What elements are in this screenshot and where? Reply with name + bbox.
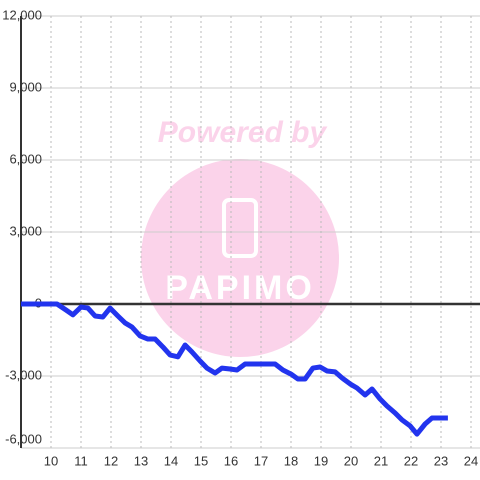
watermark-logo: PAPIMO	[165, 269, 315, 307]
line-series	[21, 301, 448, 437]
x-tick-label: 12	[104, 453, 118, 468]
y-tick-label: -6,000	[5, 431, 42, 446]
watermark-icon	[222, 198, 258, 258]
x-tick-label: 17	[254, 453, 268, 468]
y-tick-label: 3,000	[9, 223, 42, 238]
x-tick-label: 15	[194, 453, 208, 468]
x-tick-label: 14	[164, 453, 178, 468]
x-tick-label: 10	[44, 453, 58, 468]
x-tick-label: 24	[464, 453, 478, 468]
y-tick-label: 6,000	[9, 151, 42, 166]
y-tick-label: -3,000	[5, 367, 42, 382]
y-tick-label: 9,000	[9, 79, 42, 94]
x-tick-label: 11	[74, 453, 88, 468]
watermark: Powered by	[158, 116, 328, 149]
y-tick-label: 12,000	[2, 7, 42, 22]
x-tick-label: 19	[314, 453, 328, 468]
x-tick-label: 23	[434, 453, 448, 468]
x-tick-label: 16	[224, 453, 238, 468]
x-tick-label: 18	[284, 453, 298, 468]
x-tick-label: 20	[344, 453, 358, 468]
x-tick-label: 13	[134, 453, 148, 468]
x-tick-label: 21	[374, 453, 388, 468]
x-tick-label: 22	[404, 453, 418, 468]
